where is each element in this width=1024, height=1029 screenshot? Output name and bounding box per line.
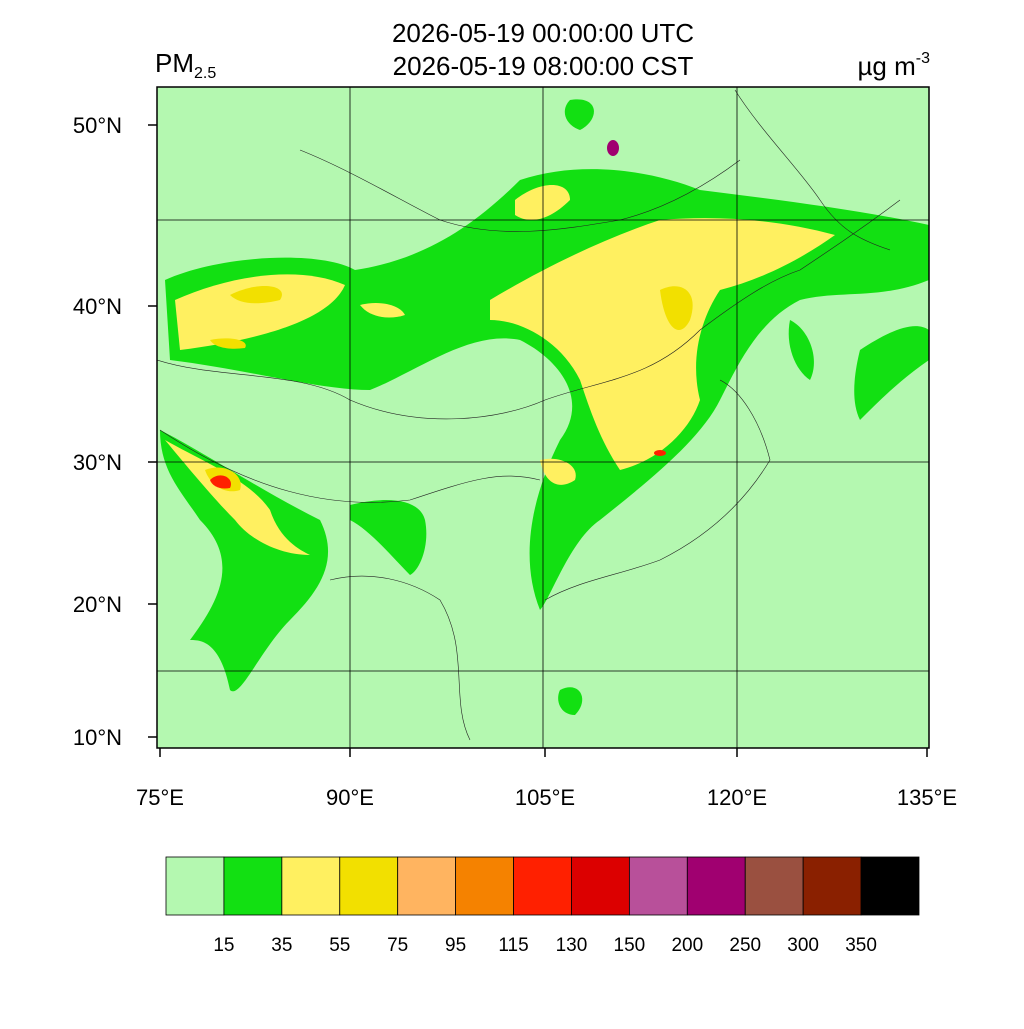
colorbar-label: 95 xyxy=(445,935,466,956)
colorbar-label: 75 xyxy=(387,935,408,956)
colorbar-box xyxy=(860,856,920,916)
colorbar-box xyxy=(628,856,688,916)
lon-label: 120°E xyxy=(707,785,767,810)
colorbar-label: 350 xyxy=(845,935,877,956)
lat-label: 50°N xyxy=(73,113,122,138)
colorbar-label: 35 xyxy=(271,935,292,956)
lon-label: 135°E xyxy=(897,785,957,810)
borders xyxy=(157,89,901,741)
unit-sup: -3 xyxy=(916,50,930,67)
colorbar-label: 200 xyxy=(671,935,703,956)
colorbar-label: 150 xyxy=(614,935,646,956)
lat-label: 30°N xyxy=(73,450,122,475)
pollution-hotspot xyxy=(607,140,619,156)
map-frame xyxy=(156,86,930,749)
variable-sub: 2.5 xyxy=(194,65,216,82)
lat-label: 20°N xyxy=(73,592,122,617)
colorbar-box xyxy=(455,856,514,916)
lon-label: 105°E xyxy=(515,785,575,810)
pollution-hotspot xyxy=(654,450,666,456)
colorbar-label: 130 xyxy=(556,935,588,956)
unit-main: µg m xyxy=(857,51,915,81)
colorbar-box xyxy=(513,856,572,916)
colorbar-label: 250 xyxy=(729,935,761,956)
lat-label: 40°N xyxy=(73,294,122,319)
variable: PM2.5 xyxy=(155,48,216,82)
axes: 50°N 40°N 30°N 20°N 10°N 75°E 90°E 105°E 120°E 13… xyxy=(73,113,957,810)
lon-label: 75°E xyxy=(136,785,184,810)
colorbar-box xyxy=(744,856,804,916)
colorbar-box xyxy=(397,856,457,916)
colorbar-label: 300 xyxy=(787,935,819,956)
colorbar-label: 115 xyxy=(498,935,528,956)
unit: µg m-3 xyxy=(857,50,930,81)
colorbar-box xyxy=(223,856,283,916)
title-line2: 2026-05-19 08:00:00 CST xyxy=(393,51,694,81)
lat-label: 10°N xyxy=(73,725,122,750)
variable-main: PM xyxy=(155,48,194,78)
colorbar-box xyxy=(281,856,341,916)
colorbar-label: 55 xyxy=(329,935,350,956)
colorbar-box xyxy=(802,856,862,916)
pollution-elevated xyxy=(165,185,835,555)
pollution-hotspot xyxy=(210,475,231,489)
colorbar-box xyxy=(571,856,630,916)
graticule xyxy=(157,87,929,748)
map xyxy=(157,87,929,748)
colorbar-label: 15 xyxy=(213,935,234,956)
colorbar: 15 35 55 75 95 115 130 150 200 250 300 350 xyxy=(165,856,920,956)
colorbar-box xyxy=(686,856,746,916)
lon-label: 90°E xyxy=(326,785,374,810)
colorbar-box xyxy=(339,856,399,916)
title-line1: 2026-05-19 00:00:00 UTC xyxy=(392,18,694,48)
colorbar-box xyxy=(165,856,225,916)
